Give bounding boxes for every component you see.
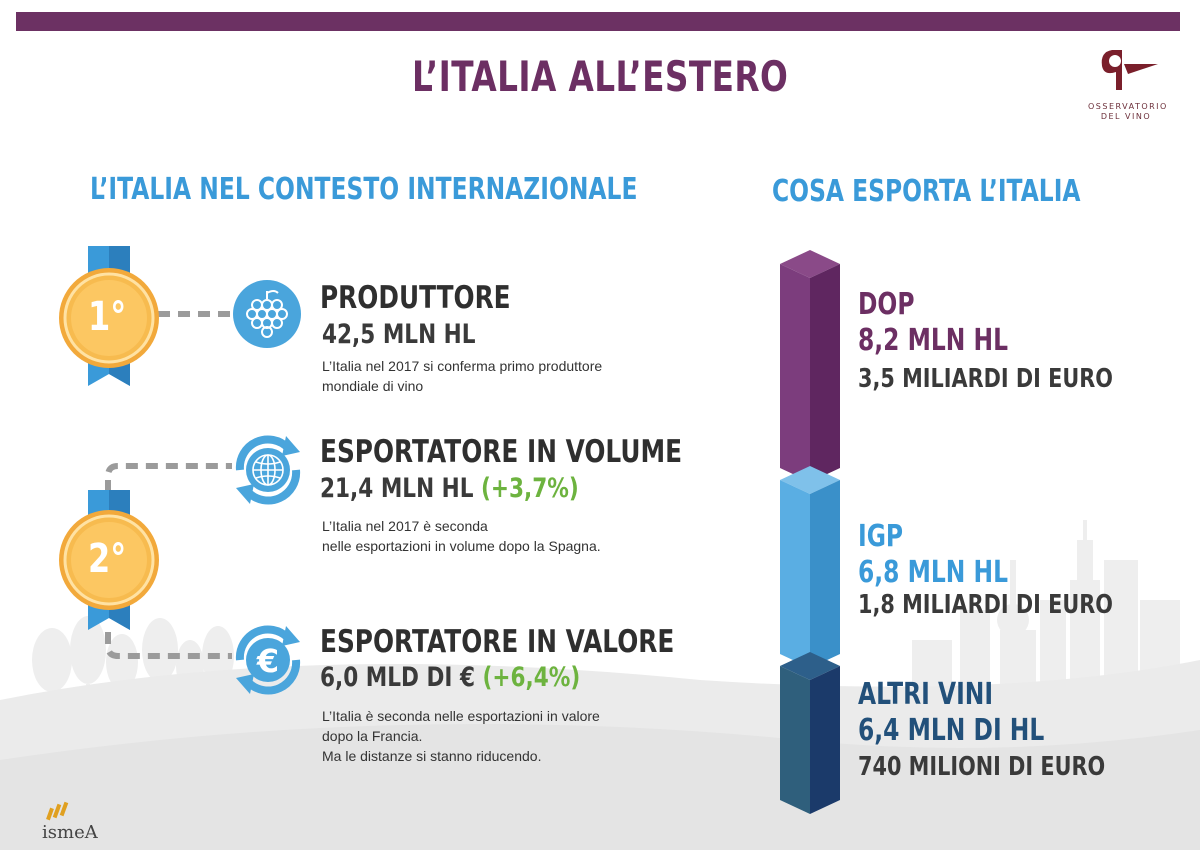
volume-export-label: ESPORTATORE IN VOLUME bbox=[320, 434, 683, 470]
medal-second-icon bbox=[59, 490, 159, 630]
altri-value: 740 MILIONI DI EURO bbox=[858, 752, 1106, 782]
top-banner-bar bbox=[16, 12, 1180, 31]
osservatorio-logo: OSSERVATORIO DEL VINO bbox=[1088, 46, 1168, 121]
rank-second-label: 2° bbox=[88, 536, 127, 582]
value-export-change: (+6,4%) bbox=[482, 662, 581, 693]
ismea-logo-icon bbox=[46, 801, 69, 821]
producer-value: 42,5 MLN HL bbox=[322, 319, 476, 350]
volume-export-value: 21,4 MLN HL bbox=[320, 473, 474, 504]
export-column-3d bbox=[780, 250, 840, 814]
igp-column-right bbox=[810, 480, 840, 668]
medal-first-icon bbox=[59, 246, 159, 386]
right-section-title: COSA ESPORTA L’ITALIA bbox=[772, 174, 1081, 209]
globe-export-icon bbox=[235, 435, 301, 505]
producer-desc-line: mondiale di vino bbox=[322, 378, 424, 394]
value-desc-line: L’Italia è seconda nelle esportazioni in… bbox=[322, 708, 600, 724]
value-export-value-row: 6,0 MLD DI € (+6,4%) bbox=[320, 662, 580, 693]
igp-column-left bbox=[780, 480, 810, 668]
altri-column-left bbox=[780, 666, 810, 814]
dop-name: DOP bbox=[858, 287, 915, 322]
euro-export-icon: € bbox=[235, 625, 301, 695]
altri-name: ALTRI VINI bbox=[858, 677, 994, 712]
igp-volume: 6,8 MLN HL bbox=[858, 555, 1009, 590]
ismea-brand-text: ismeA bbox=[42, 822, 98, 843]
altri-column-right bbox=[810, 666, 840, 814]
dop-column-right bbox=[810, 264, 840, 482]
left-section-title: L’ITALIA NEL CONTESTO INTERNAZIONALE bbox=[90, 172, 638, 207]
volume-export-change: (+3,7%) bbox=[481, 473, 579, 504]
value-export-description: L’Italia è seconda nelle esportazioni in… bbox=[322, 706, 600, 766]
value-export-label: ESPORTATORE IN VALORE bbox=[320, 624, 675, 660]
producer-description: L’Italia nel 2017 si conferma primo prod… bbox=[322, 356, 602, 396]
altri-volume: 6,4 MLN DI HL bbox=[858, 713, 1045, 748]
dop-value: 3,5 MILIARDI DI EURO bbox=[858, 364, 1113, 394]
value-desc-line: Ma le distanze si stanno riducendo. bbox=[322, 748, 542, 764]
volume-export-value-row: 21,4 MLN HL (+3,7%) bbox=[320, 473, 579, 504]
volume-desc-line: nelle esportazioni in volume dopo la Spa… bbox=[322, 538, 601, 554]
grapes-icon bbox=[233, 280, 301, 348]
logo-text-line1: OSSERVATORIO bbox=[1088, 102, 1168, 111]
producer-desc-line: L’Italia nel 2017 si conferma primo prod… bbox=[322, 358, 603, 374]
rank-first-label: 1° bbox=[88, 294, 127, 340]
page-title: L’ITALIA ALL’ESTERO bbox=[411, 52, 789, 101]
volume-export-description: L’Italia nel 2017 è seconda nelle esport… bbox=[322, 516, 601, 556]
volume-desc-line: L’Italia nel 2017 è seconda bbox=[322, 518, 488, 534]
logo-text-line2: DEL VINO bbox=[1100, 112, 1152, 121]
igp-value: 1,8 MILIARDI DI EURO bbox=[858, 590, 1113, 620]
dop-volume: 8,2 MLN HL bbox=[858, 323, 1009, 358]
wine-logo-icon bbox=[1101, 50, 1158, 90]
value-export-value: 6,0 MLD DI € bbox=[320, 662, 476, 693]
dop-column-left bbox=[780, 264, 810, 482]
svg-text:€: € bbox=[256, 642, 279, 680]
producer-label: PRODUTTORE bbox=[320, 280, 511, 316]
value-desc-line: dopo la Francia. bbox=[322, 728, 423, 744]
dashed-connectors bbox=[105, 311, 232, 659]
igp-name: IGP bbox=[858, 519, 904, 554]
